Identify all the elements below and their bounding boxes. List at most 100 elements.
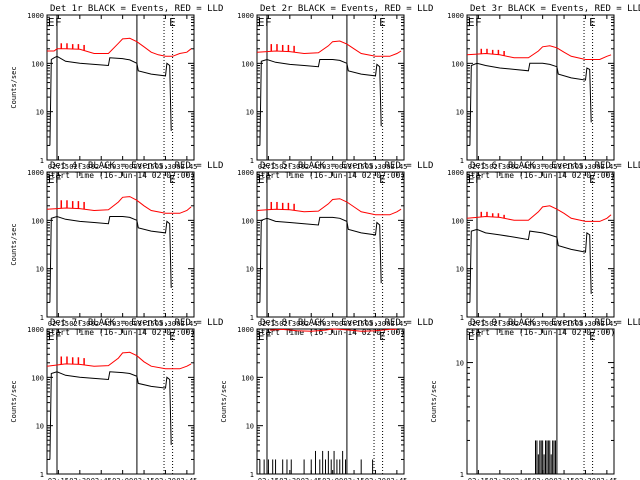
x-tick-label: 03:15 (554, 163, 575, 171)
x-tick-label: 02:15 (48, 320, 69, 328)
y-axis-label: Counts/sec (10, 380, 18, 422)
x-tick-label: 03:45 (596, 477, 617, 480)
y-tick-label: 1 (250, 471, 254, 479)
chart-panel-1: Det 1r BLACK = Events, RED = LLD Counts/s… (10, 4, 223, 180)
event-marker-label: E (379, 173, 386, 186)
series-line-events (469, 62, 592, 146)
series-line-lld (46, 196, 192, 214)
chart-title: Det 8r BLACK = Events, RED = LLD (260, 318, 433, 328)
x-tick-label: 03:30 (155, 477, 176, 480)
x-tick-label: 03:00 (112, 163, 133, 171)
series-line-events (469, 228, 592, 303)
x-tick-label: 03:30 (155, 163, 176, 171)
x-tick-label: 02:15 (48, 477, 69, 480)
event-marker-label: E (48, 330, 55, 343)
x-tick-label: 03:15 (554, 320, 575, 328)
y-tick-label: 1 (40, 157, 44, 165)
event-marker-label: E (169, 330, 176, 343)
event-marker-label: E (589, 16, 596, 29)
chart-title: Det 4r BLACK = Events, RED = LLD (50, 161, 223, 171)
x-tick-label: 03:15 (134, 477, 155, 480)
event-marker-label: F (265, 16, 272, 29)
y-tick-label: 1 (250, 157, 254, 165)
y-tick-label: 10 (246, 423, 254, 431)
plot-frame (466, 328, 615, 475)
y-tick-label: 100 (241, 374, 254, 382)
chart-panel-6: Det 6r BLACK = Events, RED = LLD Start Ti… (447, 161, 640, 337)
x-tick-label: 03:30 (155, 320, 176, 328)
x-tick-label: 02:30 (489, 320, 510, 328)
plot-frame (466, 171, 615, 318)
x-tick-label: 02:45 (301, 477, 322, 480)
plot-frame (256, 14, 405, 161)
x-tick-label: 02:30 (489, 163, 510, 171)
y-tick-label: 100 (451, 217, 464, 225)
x-tick-label: 02:45 (511, 477, 532, 480)
event-marker-label: E (468, 173, 475, 186)
x-tick-label: 02:45 (511, 163, 532, 171)
event-marker-label: F (475, 330, 482, 343)
x-tick-label: 03:30 (575, 163, 596, 171)
x-tick-label: 03:45 (596, 163, 617, 171)
series-line-events (49, 215, 172, 303)
x-tick-label: 02:15 (468, 163, 489, 171)
x-tick-label: 03:45 (176, 477, 197, 480)
x-tick-label: 03:45 (596, 320, 617, 328)
event-marker-label: E (589, 330, 596, 343)
x-tick-label: 03:00 (112, 320, 133, 328)
y-tick-label: 10 (36, 266, 44, 274)
event-marker-label: E (48, 173, 55, 186)
series-line-lld (466, 205, 612, 222)
chart-panel-8: Det 8r BLACK = Events, RED = LLD Counts/s… (220, 318, 433, 480)
event-marker-label: E (258, 330, 265, 343)
x-tick-label: 02:30 (489, 477, 510, 480)
y-tick-label: 1000 (237, 169, 254, 177)
x-tick-label: 02:30 (69, 320, 90, 328)
chart-panel-3: Det 3r BLACK = Events, RED = LLD Start Ti… (447, 4, 640, 180)
y-tick-label: 10 (246, 109, 254, 117)
x-tick-label: 02:15 (258, 163, 279, 171)
x-tick-label: 03:15 (134, 320, 155, 328)
x-tick-label: 02:15 (258, 320, 279, 328)
y-tick-label: 100 (241, 60, 254, 68)
x-tick-label: 03:30 (365, 320, 386, 328)
chart-panel-7: Det 7r BLACK = Events, RED = LLD Counts/s… (10, 318, 223, 480)
x-tick-label: 03:00 (322, 477, 343, 480)
y-tick-label: 10 (36, 109, 44, 117)
x-axis-label: Start Time (16-Jun-14 02:07:00) (466, 328, 615, 337)
x-axis-label: Start Time (16-Jun-14 02:07:00) (46, 328, 195, 337)
x-tick-label: 03:00 (322, 320, 343, 328)
x-tick-label: 03:45 (176, 163, 197, 171)
chart-title: Det 6r BLACK = Events, RED = LLD (470, 161, 640, 171)
x-tick-label: 03:00 (532, 320, 553, 328)
plot-frame (256, 171, 405, 318)
event-marker-label: F (265, 330, 272, 343)
event-marker-label: F (265, 173, 272, 186)
y-tick-label: 1000 (237, 12, 254, 20)
series-line-lld (256, 198, 402, 216)
y-tick-label: 1 (460, 157, 464, 165)
y-tick-label: 1000 (27, 12, 44, 20)
event-marker-label: E (379, 330, 386, 343)
x-tick-label: 03:00 (532, 163, 553, 171)
chart-title: Det 9r BLACK = Events, RED = LLD (470, 318, 640, 328)
plot-frame (46, 171, 195, 318)
chart-panel-9: Det 9r BLACK = Events, RED = LLD Counts/s… (430, 318, 640, 480)
y-tick-label: 1000 (27, 326, 44, 334)
series-line-lld (256, 40, 402, 57)
x-tick-label: 02:30 (69, 477, 90, 480)
x-tick-label: 02:15 (468, 477, 489, 480)
event-marker-label: F (55, 173, 62, 186)
chart-title: Det 7r BLACK = Events, RED = LLD (50, 318, 223, 328)
x-tick-label: 03:45 (386, 477, 407, 480)
y-tick-label: 10 (456, 109, 464, 117)
x-tick-label: 02:45 (301, 320, 322, 328)
y-tick-label: 1 (40, 471, 44, 479)
series-line-events (49, 55, 172, 146)
series-line-lld (47, 37, 192, 57)
x-axis-label: Start Time (16-Jun-14 02:07:00) (256, 171, 405, 180)
y-tick-label: 100 (241, 217, 254, 225)
plot-frame (46, 328, 195, 475)
series-line-lld (46, 351, 192, 370)
